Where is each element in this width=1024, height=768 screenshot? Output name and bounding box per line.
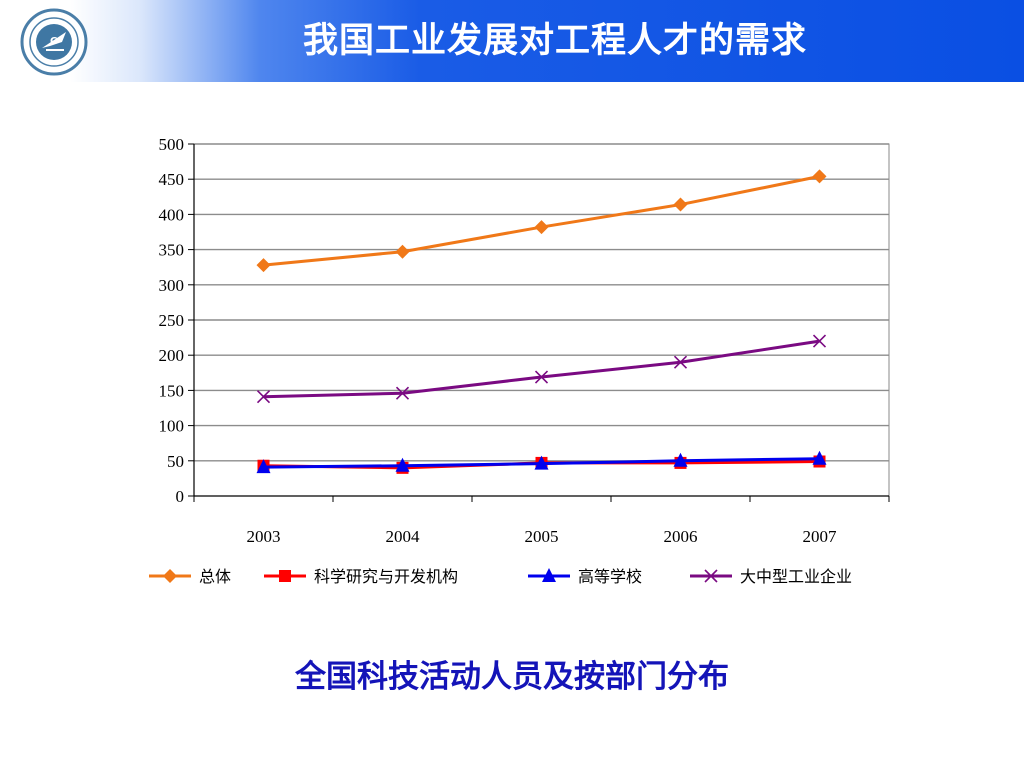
y-tick-label: 450 bbox=[159, 170, 185, 189]
page-title: 我国工业发展对工程人才的需求 bbox=[302, 21, 807, 61]
data-point bbox=[673, 197, 688, 212]
y-tick-label: 400 bbox=[159, 205, 185, 224]
svg-text:C: C bbox=[50, 36, 57, 47]
data-point-stroke bbox=[673, 355, 688, 369]
x-tick-label: 2003 bbox=[247, 527, 281, 546]
university-logo-icon: C bbox=[20, 8, 88, 76]
data-point bbox=[395, 386, 410, 400]
y-tick-label: 200 bbox=[159, 346, 185, 365]
data-point bbox=[395, 457, 410, 472]
series-4 bbox=[256, 334, 827, 404]
data-point-stroke bbox=[812, 334, 827, 348]
y-tick-label: 300 bbox=[159, 276, 185, 295]
data-point bbox=[812, 169, 827, 184]
series-group bbox=[256, 169, 827, 474]
legend-item-1: 总体 bbox=[149, 567, 231, 586]
series-1 bbox=[256, 169, 827, 273]
series-3 bbox=[256, 450, 827, 474]
data-point-stroke bbox=[256, 390, 271, 404]
legend-label: 科学研究与开发机构 bbox=[314, 567, 458, 586]
y-tick-label: 500 bbox=[159, 135, 185, 154]
data-point bbox=[812, 450, 827, 465]
y-tick-label: 150 bbox=[159, 381, 185, 400]
data-point bbox=[542, 568, 556, 582]
x-tick-label: 2004 bbox=[386, 527, 421, 546]
legend-label: 大中型工业企业 bbox=[740, 567, 852, 586]
data-point-stroke bbox=[534, 370, 549, 384]
data-point bbox=[534, 220, 549, 235]
title-banner: C 我国工业发展对工程人才的需求 bbox=[0, 0, 1024, 82]
y-tick-label: 350 bbox=[159, 241, 185, 260]
y-tick-label: 50 bbox=[167, 452, 184, 471]
data-point bbox=[673, 355, 688, 369]
data-point bbox=[256, 459, 271, 474]
data-point-stroke bbox=[395, 386, 410, 400]
legend-label: 高等学校 bbox=[578, 567, 642, 586]
data-point bbox=[395, 244, 410, 259]
data-point bbox=[704, 569, 718, 583]
y-tick-label: 0 bbox=[176, 487, 185, 506]
data-point-stroke bbox=[704, 569, 718, 583]
legend-label: 总体 bbox=[199, 567, 231, 586]
data-point bbox=[256, 258, 271, 273]
data-point bbox=[673, 452, 688, 467]
data-point bbox=[534, 455, 549, 470]
legend: 总体 科学研究与开发机构 高等学校 大中型工业企业 bbox=[149, 567, 852, 586]
x-tick-label: 2006 bbox=[664, 527, 698, 546]
data-point bbox=[279, 570, 291, 582]
y-tick-label: 250 bbox=[159, 311, 185, 330]
x-tick-label: 2005 bbox=[525, 527, 559, 546]
legend-item-4: 大中型工业企业 bbox=[690, 567, 852, 586]
data-point bbox=[812, 334, 827, 348]
y-tick-label: 100 bbox=[159, 417, 185, 436]
data-point bbox=[256, 390, 271, 404]
line-chart: 0 50 100 150 200 250 300 350 400 450 500 2003 2004 20… bbox=[149, 135, 890, 586]
chart-caption: 全国科技活动人员及按部门分布 bbox=[295, 659, 729, 695]
legend-item-2: 科学研究与开发机构 bbox=[264, 567, 458, 586]
gridlines bbox=[193, 143, 890, 497]
data-point bbox=[163, 569, 177, 583]
legend-item-3: 高等学校 bbox=[528, 567, 642, 586]
x-tick-label: 2007 bbox=[803, 527, 838, 546]
data-point bbox=[534, 370, 549, 384]
axes: 0 50 100 150 200 250 300 350 400 450 500 2003 2004 20… bbox=[159, 135, 890, 546]
